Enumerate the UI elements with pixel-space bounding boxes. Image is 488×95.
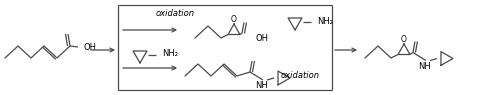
- Text: O: O: [400, 36, 406, 44]
- Text: NH: NH: [418, 62, 430, 71]
- Text: oxidation: oxidation: [155, 10, 194, 19]
- Text: OH: OH: [255, 34, 268, 43]
- Text: O: O: [231, 15, 237, 25]
- Text: oxidation: oxidation: [280, 72, 319, 80]
- Text: NH₂: NH₂: [316, 17, 332, 25]
- Text: NH: NH: [255, 82, 268, 91]
- Text: OH: OH: [84, 44, 97, 53]
- Text: NH₂: NH₂: [162, 49, 178, 59]
